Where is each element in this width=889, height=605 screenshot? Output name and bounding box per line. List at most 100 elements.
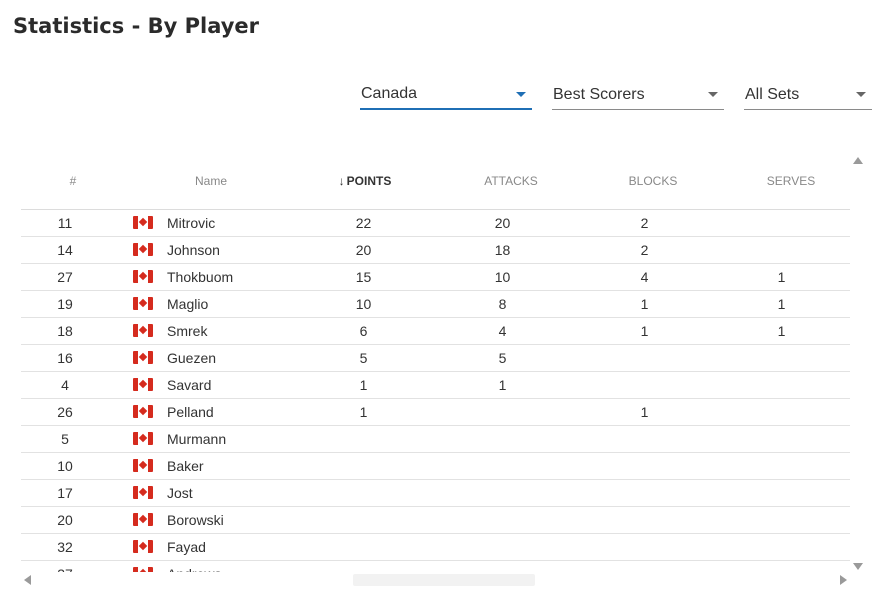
table-row[interactable]: 10 Baker (21, 453, 850, 480)
canada-flag-icon (133, 513, 153, 526)
attacks-cell (436, 453, 569, 479)
attacks-cell (436, 426, 569, 452)
scroll-up-icon[interactable] (853, 157, 863, 164)
column-header-number[interactable]: # (69, 174, 77, 188)
player-name: Borowski (167, 512, 224, 528)
attacks-cell: 20 (494, 215, 511, 231)
table-row[interactable]: 18 Smrek 6 4 1 1 (21, 318, 850, 345)
player-number: 26 (57, 404, 73, 420)
table-row[interactable]: 27 Thokbuom 15 10 4 1 (21, 264, 850, 291)
points-cell (297, 561, 430, 572)
scroll-thumb[interactable] (353, 574, 535, 586)
player-name: Murmann (167, 431, 227, 447)
blocks-cell (578, 453, 711, 479)
canada-flag-icon (133, 216, 153, 229)
serves-cell (715, 237, 848, 263)
player-number: 10 (57, 458, 73, 474)
metric-select[interactable]: Best Scorers (552, 80, 724, 110)
flag-cell (132, 399, 154, 425)
canada-flag-icon (133, 486, 153, 499)
blocks-cell (578, 345, 711, 371)
flag-cell (132, 480, 154, 506)
country-select[interactable]: Canada (360, 80, 532, 110)
canada-flag-icon (133, 324, 153, 337)
points-cell (297, 507, 430, 533)
player-number: 19 (57, 296, 73, 312)
attacks-cell (436, 399, 569, 425)
points-cell (297, 480, 430, 506)
canada-flag-icon (133, 351, 153, 364)
flag-cell (132, 453, 154, 479)
flag-cell (132, 345, 154, 371)
canada-flag-icon (133, 540, 153, 553)
serves-cell (715, 453, 848, 479)
serves-cell (715, 426, 848, 452)
scroll-right-icon[interactable] (840, 575, 847, 585)
points-cell (297, 453, 430, 479)
column-header-serves[interactable]: SERVES (766, 174, 816, 188)
country-select-value: Canada (361, 85, 418, 102)
scroll-down-icon[interactable] (853, 563, 863, 570)
serves-cell: 1 (777, 269, 786, 285)
table-row[interactable]: 16 Guezen 5 5 (21, 345, 850, 372)
flag-cell (132, 210, 154, 236)
attacks-cell: 8 (498, 296, 507, 312)
player-name: Maglio (167, 296, 209, 312)
points-cell: 1 (359, 404, 368, 420)
canada-flag-icon (133, 270, 153, 283)
horizontal-scrollbar[interactable] (21, 572, 850, 588)
table-row[interactable]: 20 Borowski (21, 507, 850, 534)
serves-cell (715, 534, 848, 560)
serves-cell (715, 561, 848, 572)
vertical-scrollbar[interactable] (851, 152, 865, 574)
column-header-name[interactable]: Name (194, 174, 227, 188)
points-cell: 10 (355, 296, 372, 312)
table-body: 11 Mitrovic 22 20 2 14 Johnson 20 18 2 27 Thokbuom 1… (21, 210, 850, 572)
attacks-cell: 10 (494, 269, 511, 285)
column-header-attacks[interactable]: ATTACKS (484, 174, 538, 188)
metric-select-value: Best Scorers (553, 85, 645, 103)
serves-cell: 1 (777, 296, 786, 312)
serves-cell: 1 (777, 323, 786, 339)
player-number: 11 (57, 215, 73, 231)
player-name: Johnson (167, 242, 220, 258)
player-number: 17 (57, 485, 73, 501)
table-row[interactable]: 14 Johnson 20 18 2 (21, 237, 850, 264)
sets-select[interactable]: All Sets (744, 80, 872, 110)
points-cell (297, 426, 430, 452)
table-row[interactable]: 26 Pelland 1 1 (21, 399, 850, 426)
table-row[interactable]: 37 Andrews (21, 561, 850, 572)
player-name: Savard (167, 377, 212, 393)
scroll-left-icon[interactable] (24, 575, 31, 585)
player-number: 4 (61, 377, 69, 393)
canada-flag-icon (133, 378, 153, 391)
blocks-cell (578, 534, 711, 560)
blocks-cell: 1 (640, 404, 649, 420)
table-row[interactable]: 17 Jost (21, 480, 850, 507)
page-title: Statistics - By Player (13, 14, 260, 38)
table-row[interactable]: 19 Maglio 10 8 1 1 (21, 291, 850, 318)
points-cell: 20 (355, 242, 372, 258)
blocks-cell (578, 507, 711, 533)
table-row[interactable]: 32 Fayad (21, 534, 850, 561)
canada-flag-icon (133, 297, 153, 310)
player-number: 20 (57, 512, 73, 528)
canada-flag-icon (133, 243, 153, 256)
points-cell (297, 534, 430, 560)
player-number: 18 (57, 323, 73, 339)
player-name: Jost (167, 485, 193, 501)
blocks-cell: 2 (640, 242, 649, 258)
table-row[interactable]: 11 Mitrovic 22 20 2 (21, 210, 850, 237)
player-number: 5 (61, 431, 69, 447)
points-cell: 15 (355, 269, 372, 285)
player-number: 27 (57, 269, 73, 285)
caret-down-icon (856, 92, 866, 97)
column-header-points[interactable]: ↓ POINTS (297, 160, 433, 203)
canada-flag-icon (133, 567, 153, 572)
table-row[interactable]: 4 Savard 1 1 (21, 372, 850, 399)
column-header-blocks[interactable]: BLOCKS (628, 174, 678, 188)
table-row[interactable]: 5 Murmann (21, 426, 850, 453)
blocks-cell (578, 480, 711, 506)
serves-cell (715, 507, 848, 533)
